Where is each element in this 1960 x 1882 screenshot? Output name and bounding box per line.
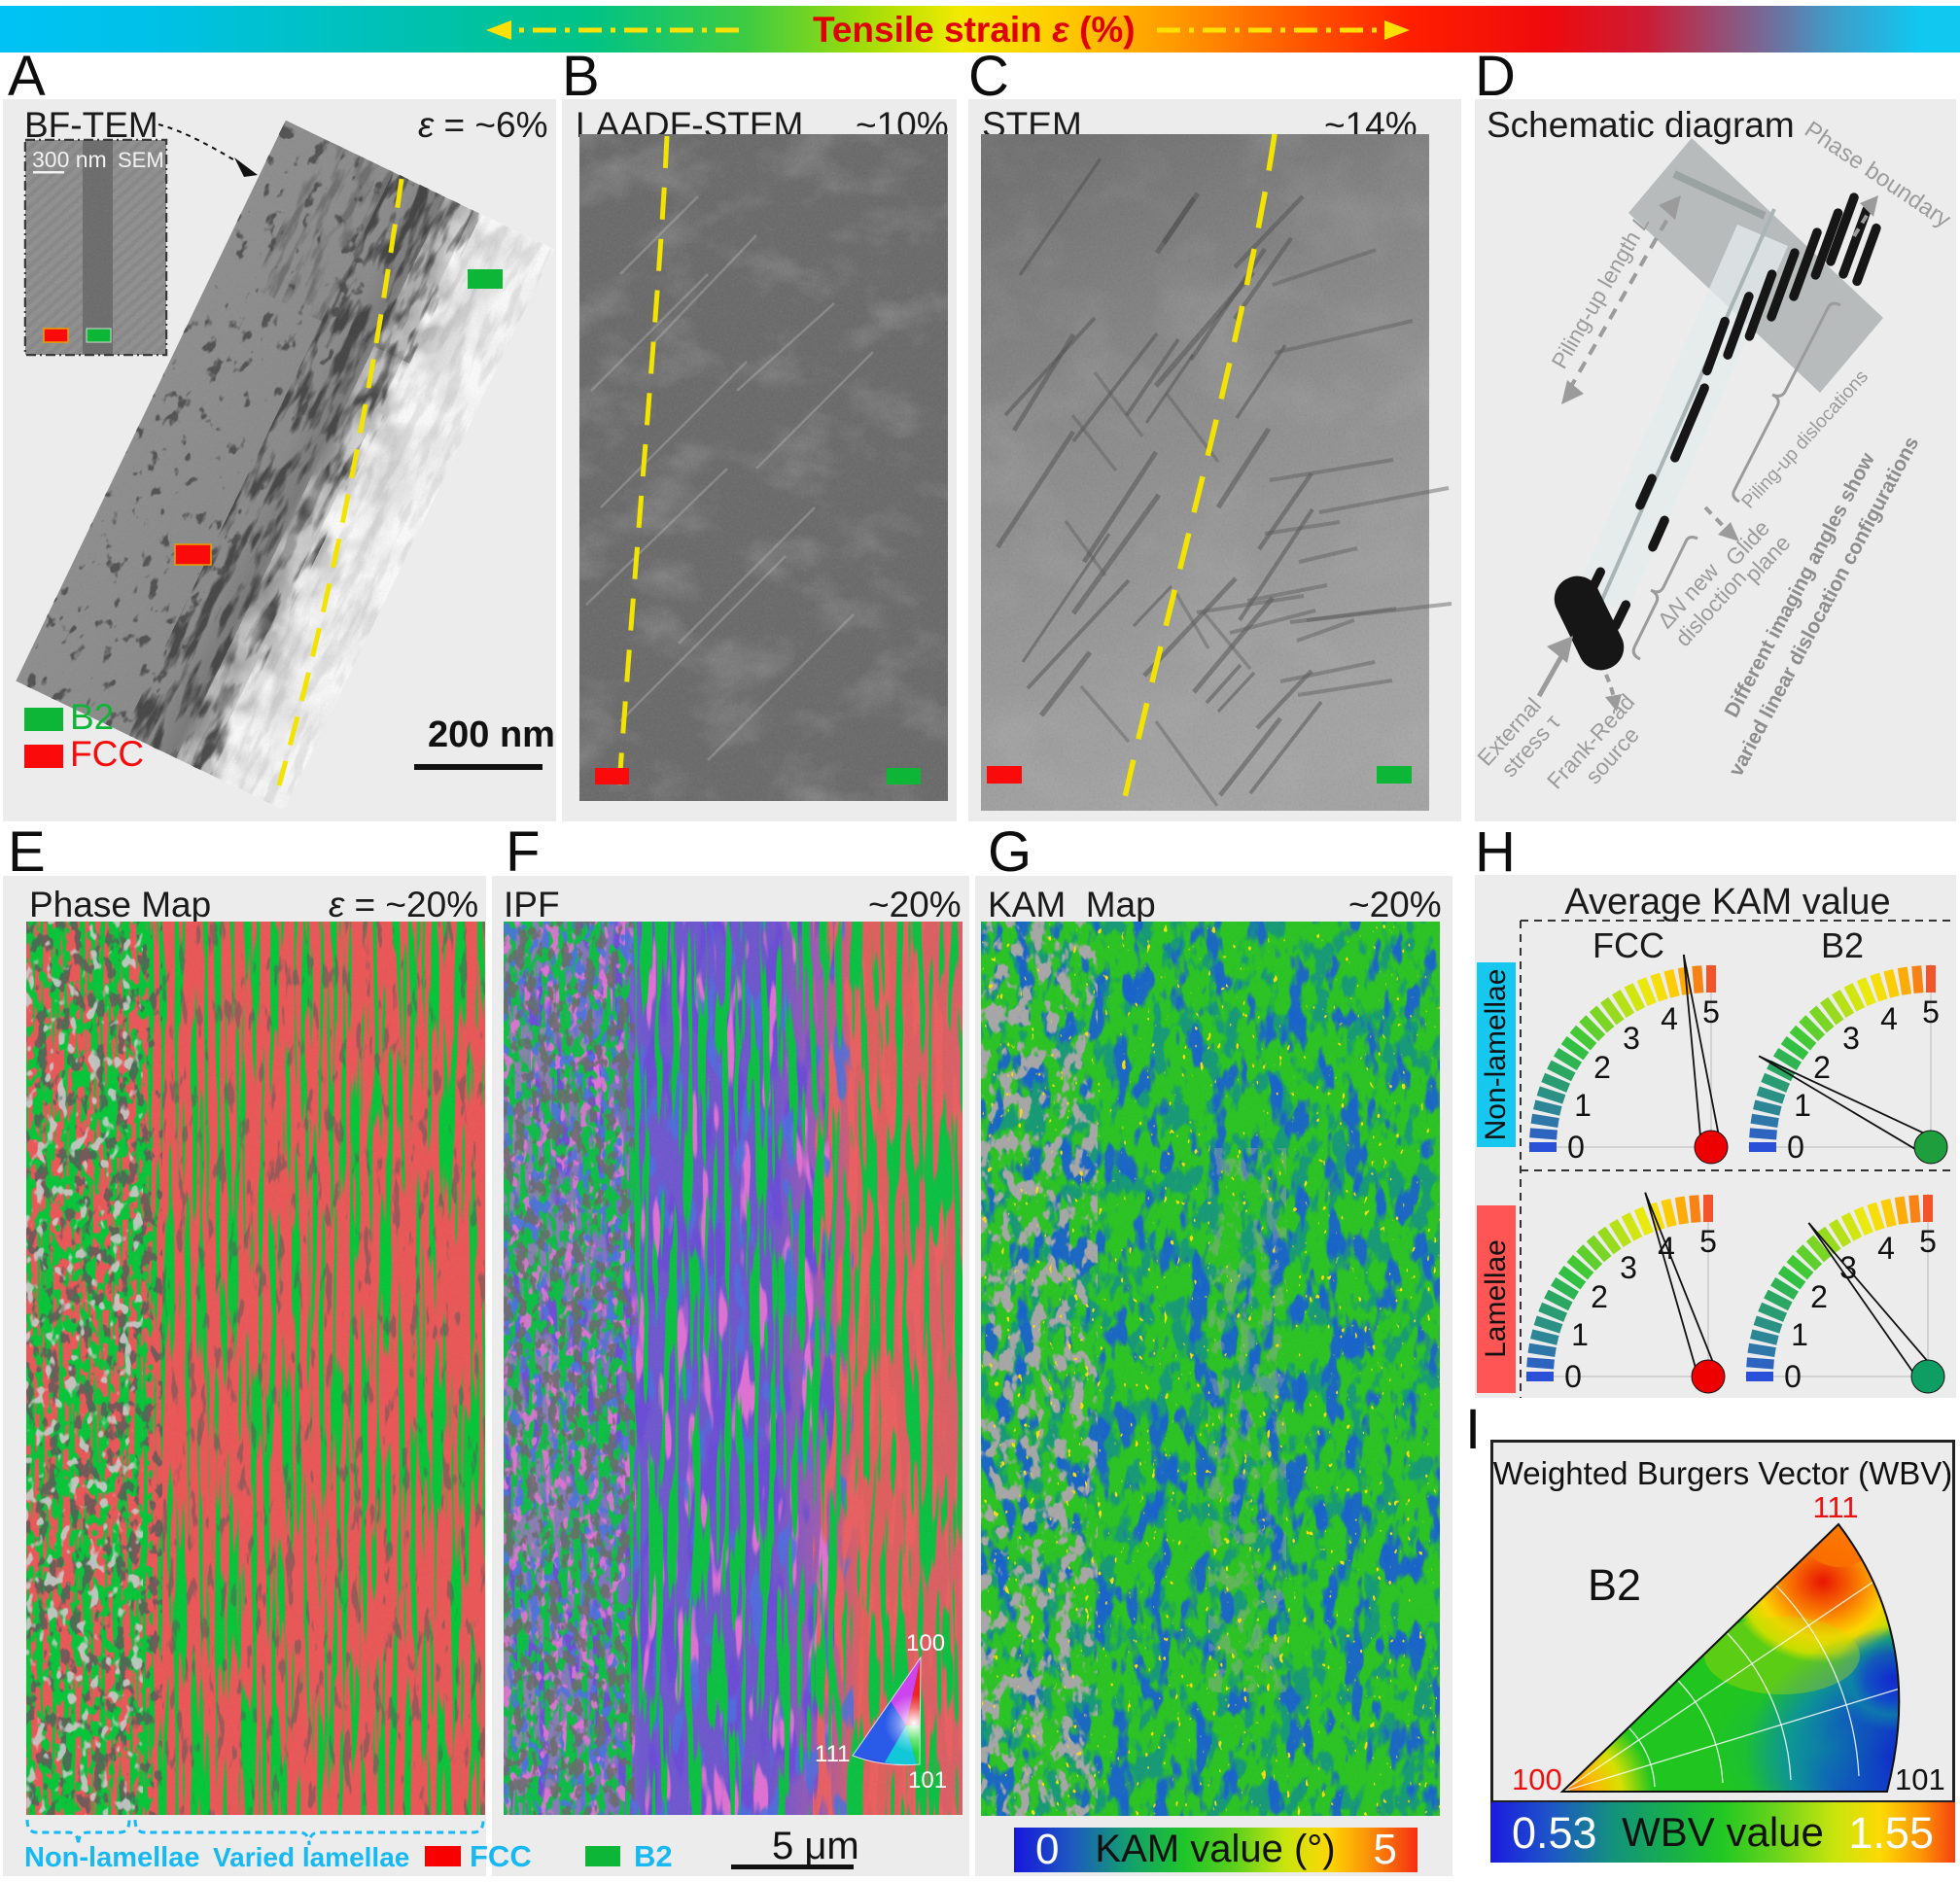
svg-text:2: 2 — [1810, 1279, 1828, 1314]
svg-text:Weighted Burgers Vector (WBV): Weighted Burgers Vector (WBV) — [1493, 1455, 1953, 1491]
svg-text:3: 3 — [1842, 1021, 1860, 1056]
svg-text:B2: B2 — [1821, 925, 1864, 965]
svg-text:5: 5 — [1922, 994, 1940, 1029]
svg-text:B2: B2 — [1588, 1560, 1641, 1610]
svg-text:SEM: SEM — [118, 148, 164, 172]
svg-text:1: 1 — [1574, 1088, 1592, 1123]
svg-text:Lamellae: Lamellae — [1480, 1239, 1512, 1358]
svg-text:2: 2 — [1591, 1279, 1608, 1314]
svg-text:2: 2 — [1813, 1050, 1831, 1085]
svg-text:111: 111 — [815, 1741, 850, 1767]
svg-text:Phase boundary: Phase boundary — [1800, 117, 1955, 233]
svg-text:0: 0 — [1784, 1359, 1802, 1394]
svg-text:0: 0 — [1035, 1826, 1059, 1873]
svg-text:Varied lamellae: Varied lamellae — [213, 1842, 409, 1872]
svg-text:300 nm: 300 nm — [32, 147, 107, 172]
svg-text:4: 4 — [1880, 1001, 1898, 1036]
svg-text:WBV value: WBV value — [1622, 1809, 1824, 1855]
svg-text:Non-lamellae: Non-lamellae — [24, 1842, 200, 1873]
svg-text:101: 101 — [1895, 1762, 1945, 1796]
svg-text:0: 0 — [1564, 1359, 1582, 1394]
svg-text:5: 5 — [1374, 1826, 1397, 1873]
svg-text:Average KAM value: Average KAM value — [1564, 882, 1890, 923]
svg-text:1.55: 1.55 — [1848, 1808, 1934, 1858]
svg-text:FCC: FCC — [70, 734, 144, 774]
svg-text:1: 1 — [1791, 1317, 1808, 1352]
svg-text:1: 1 — [1571, 1317, 1589, 1352]
svg-text:B2: B2 — [70, 697, 114, 737]
svg-text:0.53: 0.53 — [1512, 1808, 1597, 1858]
svg-text:100: 100 — [1512, 1762, 1562, 1796]
svg-text:0: 0 — [1567, 1130, 1585, 1165]
svg-text:5 μm: 5 μm — [772, 1825, 859, 1867]
svg-text:111: 111 — [1812, 1490, 1858, 1524]
svg-text:5: 5 — [1919, 1224, 1937, 1259]
svg-text:100: 100 — [906, 1630, 945, 1656]
svg-text:3: 3 — [1623, 1021, 1640, 1056]
svg-text:KAM value (°): KAM value (°) — [1095, 1828, 1335, 1870]
svg-text:4: 4 — [1661, 1001, 1678, 1036]
svg-text:Frank-Readsource: Frank-Readsource — [1542, 689, 1659, 811]
svg-text:1: 1 — [1794, 1088, 1811, 1123]
svg-text:4: 4 — [1877, 1231, 1895, 1266]
svg-text:B2: B2 — [634, 1839, 673, 1873]
svg-text:Piling-up length L: Piling-up length L — [1546, 211, 1654, 373]
svg-text:2: 2 — [1593, 1050, 1611, 1085]
svg-text:5: 5 — [1699, 1224, 1717, 1259]
svg-text:Non-lamellae: Non-lamellae — [1480, 969, 1512, 1141]
svg-text:0: 0 — [1787, 1130, 1804, 1165]
svg-text:FCC: FCC — [470, 1839, 532, 1873]
svg-text:101: 101 — [908, 1767, 947, 1794]
svg-text:3: 3 — [1620, 1250, 1637, 1285]
svg-text:5: 5 — [1702, 994, 1720, 1029]
svg-text:200 nm: 200 nm — [428, 714, 555, 755]
svg-text:FCC: FCC — [1592, 925, 1664, 965]
